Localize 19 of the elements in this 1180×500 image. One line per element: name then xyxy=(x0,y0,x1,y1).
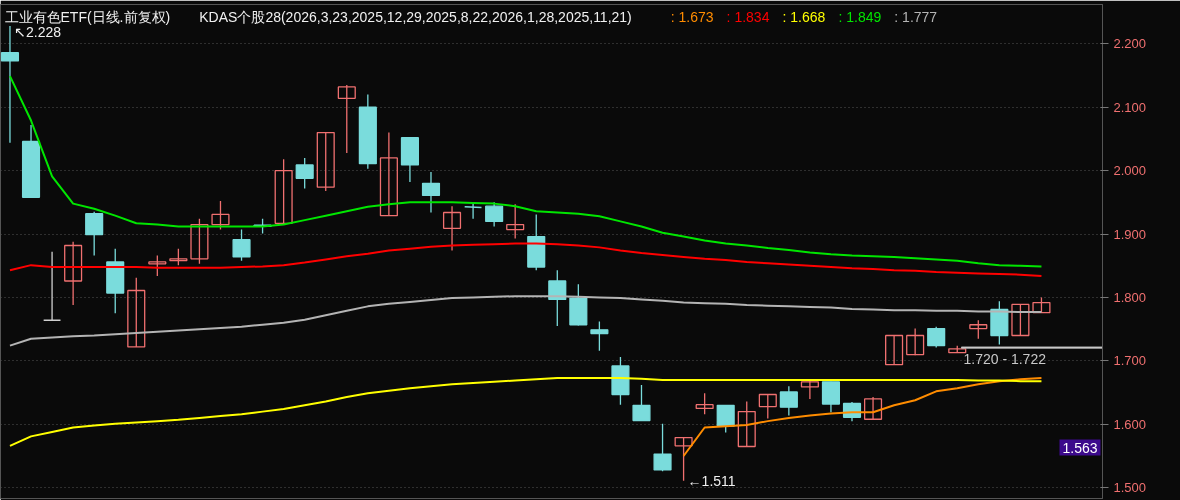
y-tick-label: 1.900 xyxy=(1113,226,1147,242)
chart-subtitle: KDAS个股28(2026,3,23,2025,12,29,2025,8,22,2026,1,28,2025,11,21) xyxy=(199,8,632,25)
y-tick-label: 1.800 xyxy=(1113,289,1147,305)
text: : 1.834 xyxy=(726,8,770,25)
text: : 1.668 xyxy=(782,8,826,25)
y-tick-label: 2.000 xyxy=(1113,163,1147,179)
text: : 1.777 xyxy=(894,8,938,25)
y-tick-label: 1.600 xyxy=(1113,416,1147,432)
text: : 1.673 xyxy=(670,8,714,25)
y-tick-label: 2.100 xyxy=(1113,99,1147,115)
y-tick-label: 1.500 xyxy=(1113,480,1147,496)
annotation: ←1.511 xyxy=(687,472,736,489)
y-tick-label: 2.200 xyxy=(1113,36,1147,52)
text: : 1.849 xyxy=(838,8,882,25)
chart-title: 工业有色ETF(日线.前复权) xyxy=(4,8,171,25)
annotation: ↖2.228 xyxy=(13,24,62,41)
band-label: 1.720 - 1.722 xyxy=(963,351,1047,368)
text: 1.563 xyxy=(1062,439,1098,456)
y-tick-label: 1.700 xyxy=(1113,353,1147,369)
